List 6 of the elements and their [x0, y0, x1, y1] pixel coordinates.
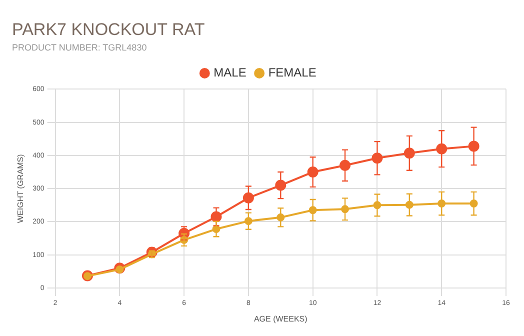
y-axis-title: WEIGHT (GRAMS) [16, 154, 26, 223]
chart-title: PARK7 KNOCKOUT RAT [12, 20, 205, 39]
legend-label: FEMALE [268, 66, 316, 80]
legend-label: MALE [214, 66, 246, 80]
x-axis-title: AGE (WEEKS) [254, 314, 308, 324]
chart-subtitle: PRODUCT NUMBER: TGRL4830 [12, 42, 147, 52]
